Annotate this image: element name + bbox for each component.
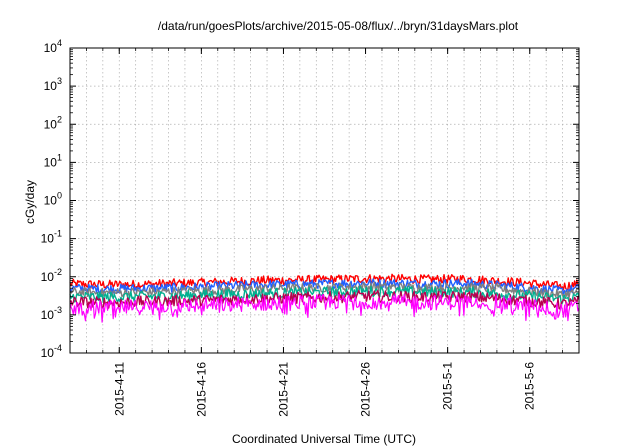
x-tick-label: 2015-4-26 bbox=[359, 362, 373, 417]
x-tick-label: 2015-5-6 bbox=[523, 362, 537, 410]
x-axis: 2015-4-11 2015-4-16 2015-4-21 2015-4-26 2015… bbox=[86, 48, 563, 417]
x-tick-label: 2015-5-1 bbox=[441, 362, 455, 410]
x-axis-label: Coordinated Universal Time (UTC) bbox=[232, 432, 416, 446]
y-tick-label: 100 bbox=[44, 191, 62, 208]
series-line-4 bbox=[69, 285, 580, 305]
y-axis-label: cGy/day bbox=[23, 180, 37, 224]
x-tick-label: 2015-4-11 bbox=[112, 362, 126, 416]
grid bbox=[70, 48, 579, 353]
x-tick-label: 2015-4-16 bbox=[194, 362, 208, 417]
x-tick-label: 2015-4-21 bbox=[276, 362, 290, 417]
y-tick-label: 104 bbox=[44, 38, 62, 55]
y-tick-label: 103 bbox=[44, 76, 62, 93]
y-tick-label: 10-4 bbox=[41, 343, 62, 360]
y-tick-label: 10-3 bbox=[41, 305, 62, 322]
y-tick-label: 10-1 bbox=[41, 229, 62, 246]
series-line-6 bbox=[69, 293, 580, 323]
y-tick-label: 101 bbox=[44, 152, 62, 169]
series-line-1 bbox=[69, 273, 580, 291]
chart-title: /data/run/goesPlots/archive/2015-05-08/f… bbox=[158, 19, 519, 33]
y-tick-label: 10-2 bbox=[41, 267, 62, 284]
y-tick-label: 102 bbox=[44, 114, 62, 131]
y-axis: 10-4 10-3 10-2 10-1 100 101 102 103 104 bbox=[41, 38, 579, 360]
series-layer bbox=[69, 273, 580, 323]
series-line-2 bbox=[69, 278, 580, 296]
